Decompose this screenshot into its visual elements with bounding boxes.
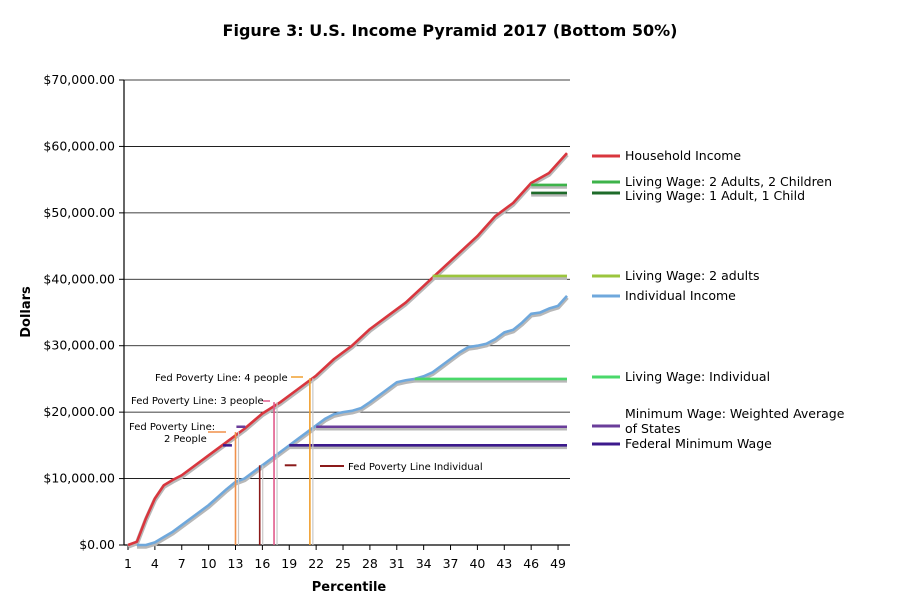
annotation-fpl3: Fed Poverty Line: 3 people xyxy=(131,396,264,407)
legend-label-individual: Individual Income xyxy=(625,288,736,303)
x-tick-label: 4 xyxy=(151,556,159,571)
legend-label-minwage-line1: Minimum Wage: Weighted Average xyxy=(625,406,845,421)
x-tick-label: 25 xyxy=(335,556,351,571)
x-tick-label: 43 xyxy=(496,556,512,571)
annotation-fpl2-line1: Fed Poverty Line: xyxy=(129,422,215,433)
y-axis-ticks: $0.00 $10,000.00 $20,000.00 $30,000.00 $40,0… xyxy=(43,72,124,552)
x-tick-label: 28 xyxy=(362,556,378,571)
series-line-individual-income xyxy=(136,295,568,547)
legend-label-lw-2a2c: Living Wage: 2 Adults, 2 Children xyxy=(625,174,832,189)
series-group xyxy=(127,152,569,549)
y-tick-label: $60,000.00 xyxy=(43,138,115,153)
y-tick-label: $30,000.00 xyxy=(43,338,115,353)
y-tick-label: $20,000.00 xyxy=(43,404,115,419)
y-tick-label: $10,000.00 xyxy=(43,471,115,486)
x-axis-ticks: 1 4 7 10 13 16 19 22 25 28 31 34 37 40 43 46 49 xyxy=(124,545,566,571)
y-tick-label: $40,000.00 xyxy=(43,271,115,286)
legend-label-fed-min: Federal Minimum Wage xyxy=(625,436,772,451)
x-tick-label: 1 xyxy=(124,556,132,571)
x-tick-label: 46 xyxy=(523,556,539,571)
y-tick-label: $70,000.00 xyxy=(43,72,115,87)
y-tick-label: $50,000.00 xyxy=(43,205,115,220)
y-axis-label: Dollars xyxy=(19,286,34,338)
x-tick-label: 16 xyxy=(254,556,270,571)
x-tick-label: 31 xyxy=(389,556,405,571)
x-tick-label: 19 xyxy=(281,556,297,571)
annotation-fpl2-line2: 2 People xyxy=(164,434,207,445)
x-tick-label: 13 xyxy=(228,556,244,571)
poverty-markers xyxy=(222,378,314,545)
x-tick-label: 10 xyxy=(201,556,217,571)
y-tick-label: $0.00 xyxy=(79,537,115,552)
legend-label-lw-1a1c: Living Wage: 1 Adult, 1 Child xyxy=(625,188,805,203)
legend-label-lw-2a: Living Wage: 2 adults xyxy=(625,268,760,283)
series-line-household-income xyxy=(127,152,568,547)
legend-label-lw-ind: Living Wage: Individual xyxy=(625,369,770,384)
x-axis-label: Percentile xyxy=(312,580,387,595)
x-tick-label: 49 xyxy=(550,556,566,571)
legend-label-minwage-line2: of States xyxy=(625,421,681,436)
annotation-fpl1: Fed Poverty Line Individual xyxy=(348,462,483,473)
x-tick-label: 22 xyxy=(308,556,324,571)
x-tick-label: 37 xyxy=(443,556,459,571)
legend-label-household: Household Income xyxy=(625,148,741,163)
x-tick-label: 40 xyxy=(469,556,485,571)
chart-title: Figure 3: U.S. Income Pyramid 2017 (Bott… xyxy=(223,21,678,40)
annotation-fpl4: Fed Poverty Line: 4 people xyxy=(155,373,288,384)
x-tick-label: 34 xyxy=(416,556,432,571)
x-tick-label: 7 xyxy=(178,556,186,571)
grid xyxy=(124,79,570,479)
legend: Household Income Living Wage: 2 Adults, … xyxy=(592,148,845,451)
